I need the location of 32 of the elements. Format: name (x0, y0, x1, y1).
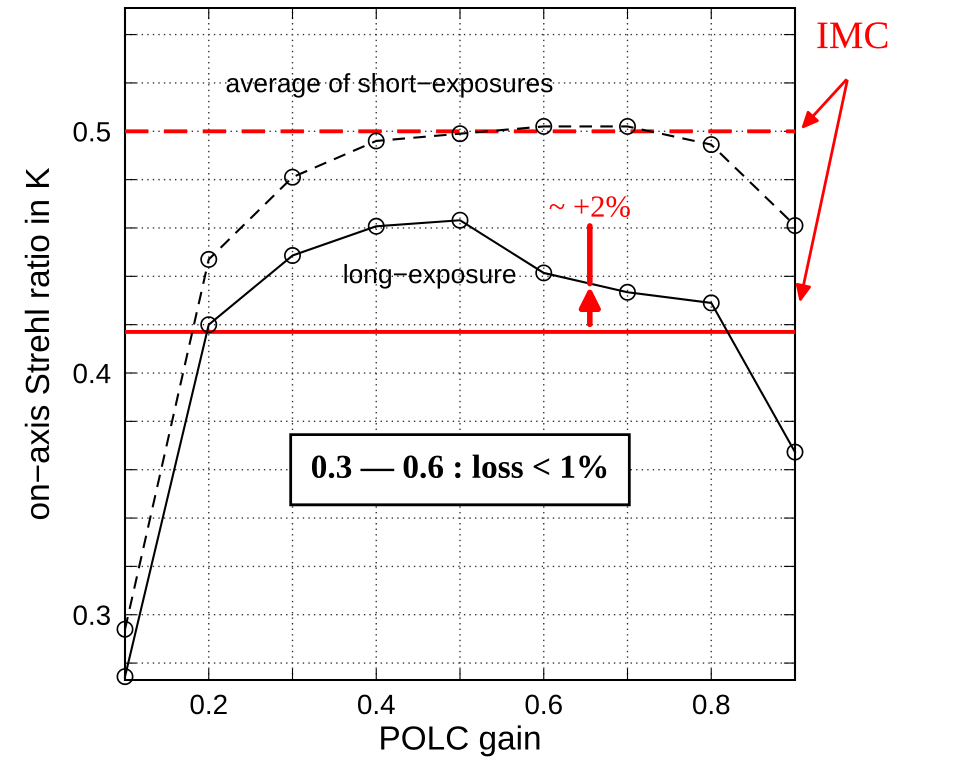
point (535, 264, 552, 282)
point (284, 168, 301, 186)
point (368, 132, 385, 150)
y-tick-label: 0.3 (74, 605, 110, 626)
point (702, 136, 720, 154)
point (116, 668, 134, 686)
point (702, 294, 720, 312)
y-tick-label: 0.4 (74, 364, 110, 384)
point (200, 250, 218, 268)
point (786, 217, 804, 234)
x-tick-label: 0.6 (526, 694, 562, 714)
point (116, 620, 134, 638)
y-axis-title: on−axis Strehl ratio in K (24, 168, 50, 520)
x-tick-label: 0.8 (693, 694, 730, 714)
text: IMC (817, 22, 888, 48)
series-label: average of short−exposures (226, 73, 552, 98)
point (619, 284, 636, 301)
x-tick-label: 0.4 (358, 694, 395, 714)
point (535, 118, 552, 135)
annotation: ~ +2% (550, 196, 630, 218)
annotation: 0.3 — 0.6 : loss < 1% (312, 454, 606, 478)
point (786, 444, 804, 461)
series-label: long−exposure (344, 264, 516, 289)
point (452, 212, 468, 229)
point (619, 118, 636, 135)
point (368, 218, 385, 235)
x-axis-title: POLC gain (381, 725, 540, 756)
y-tick-label: 0.5 (74, 122, 110, 142)
point (452, 125, 468, 142)
point (200, 316, 218, 334)
x-tick-label: 0.2 (190, 694, 227, 714)
point (284, 247, 301, 264)
